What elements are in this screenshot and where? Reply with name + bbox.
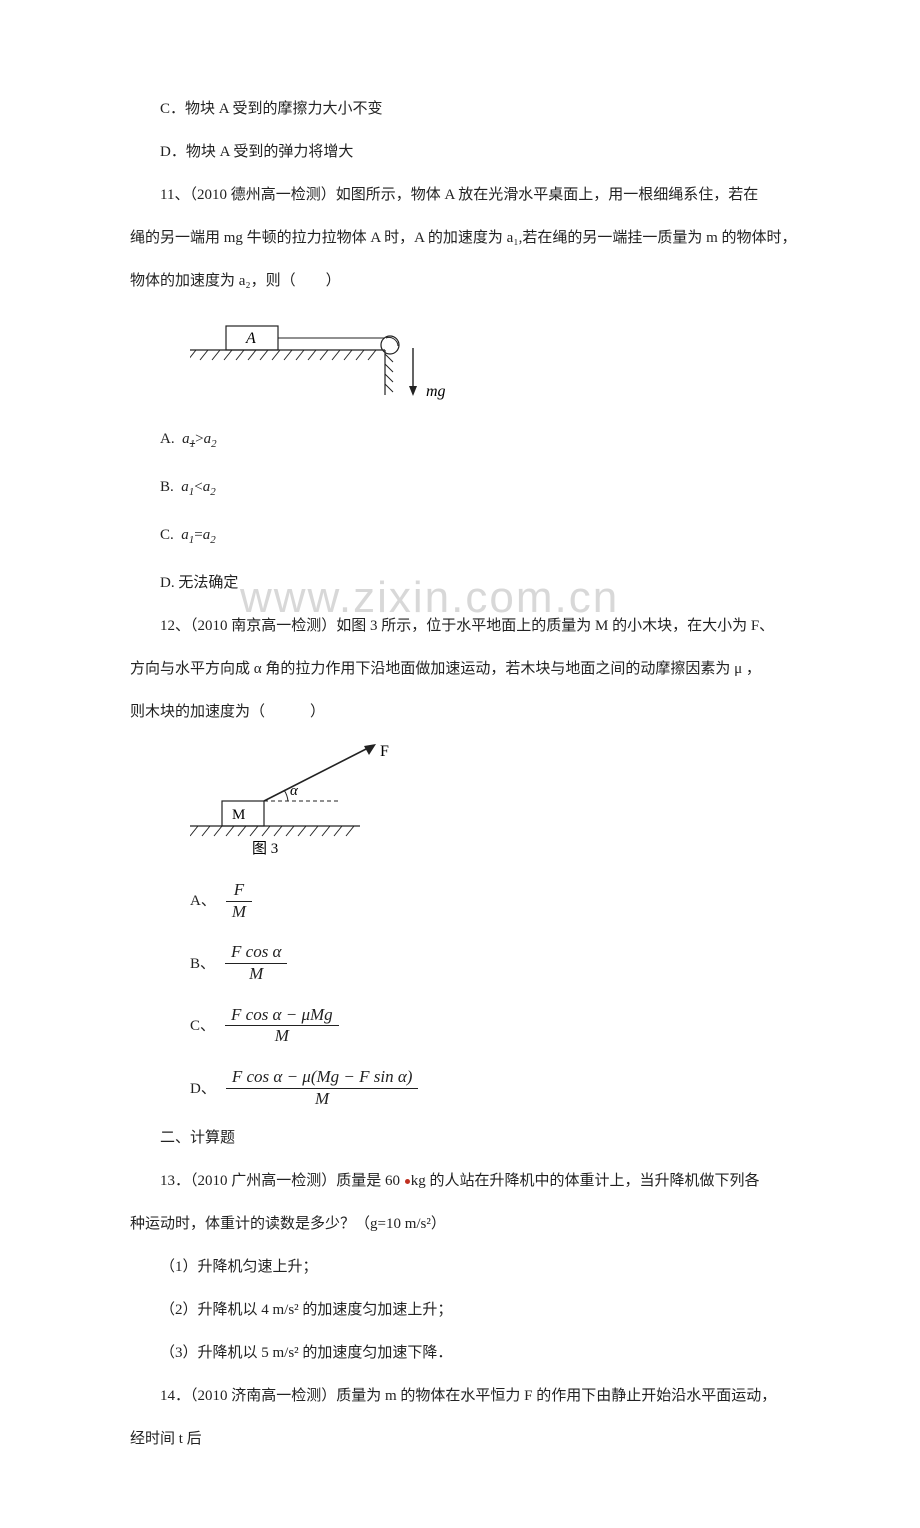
q12-opt-c: C、 F cos α − μMg M bbox=[190, 1006, 820, 1046]
q11-line1: 11、（2010 德州高一检测）如图所示，物体 A 放在光滑水平桌面上，用一根细… bbox=[130, 181, 820, 209]
q13-line2: 种运动时，体重计的读数是多少？（g=10 m/s²） bbox=[130, 1210, 820, 1238]
figure-q11: A mg bbox=[190, 310, 820, 410]
q11-opt-c: C. a1=a2 bbox=[130, 521, 820, 554]
option-d: D．物块 A 受到的弹力将增大 bbox=[130, 138, 820, 166]
fig1-A-label: A bbox=[245, 330, 256, 347]
q12-line1: 12、（2010 南京高一检测）如图 3 所示，位于水平地面上的质量为 M 的小… bbox=[130, 612, 820, 640]
fig2-caption: 图 3 bbox=[252, 840, 278, 857]
q12-opt-d: D、 F cos α − μ(Mg − F sin α) M bbox=[190, 1068, 820, 1108]
fig2-M-label: M bbox=[232, 807, 245, 823]
q14-line1: 14．（2010 济南高一检测）质量为 m 的物体在水平恒力 F 的作用下由静止… bbox=[130, 1382, 820, 1410]
q13-sub2: （2）升降机以 4 m/s² 的加速度匀加速上升； bbox=[130, 1296, 820, 1324]
section-2-heading: 二、计算题 bbox=[130, 1124, 820, 1152]
q11-opt-a: A. a1>a2 bbox=[130, 425, 820, 458]
fig1-mg-label: mg bbox=[426, 383, 446, 400]
q11-opt-d: D. 无法确定 bbox=[130, 569, 820, 597]
q11-line3: 物体的加速度为 a₂，则（ ） bbox=[130, 267, 820, 295]
option-c: C．物块 A 受到的摩擦力大小不变 bbox=[130, 95, 820, 123]
q12-line3: 则木块的加速度为（ ） bbox=[130, 698, 820, 726]
q13-line1: 13．（2010 广州高一检测）质量是 60 kg 的人站在升降机中的体重计上，… bbox=[130, 1167, 820, 1195]
figure-q12: M F α 图 3 bbox=[190, 741, 820, 861]
q12-opt-b: B、 F cos α M bbox=[190, 943, 820, 983]
q11-opt-b: B. a1<a2 bbox=[130, 473, 820, 506]
q14-line2: 经时间 t 后 bbox=[130, 1425, 820, 1453]
fig2-F-label: F bbox=[380, 743, 389, 760]
q13-sub1: （1）升降机匀速上升； bbox=[130, 1253, 820, 1281]
red-dot-icon bbox=[405, 1179, 410, 1184]
q12-line2: 方向与水平方向成 α 角的拉力作用下沿地面做加速运动，若木块与地面之间的动摩擦因… bbox=[130, 655, 820, 683]
fig2-alpha-label: α bbox=[290, 783, 299, 799]
q11-line2: 绳的另一端用 mg 牛顿的拉力拉物体 A 时，A 的加速度为 a₁,若在绳的另一… bbox=[130, 224, 820, 252]
q13-sub3: （3）升降机以 5 m/s² 的加速度匀加速下降． bbox=[130, 1339, 820, 1367]
q12-opt-a: A、 F M bbox=[190, 881, 820, 921]
